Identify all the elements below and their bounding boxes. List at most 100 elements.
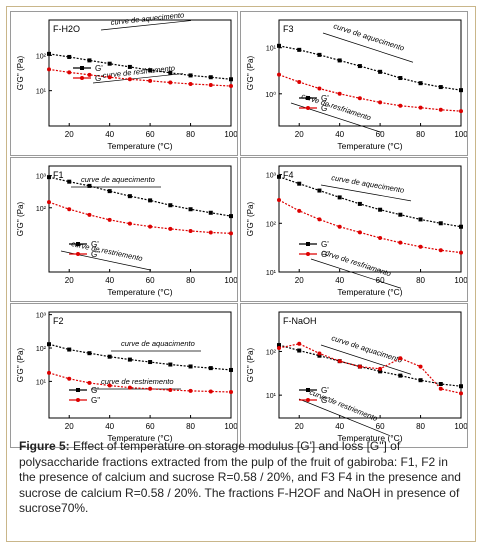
x-tick-label: 80	[416, 422, 425, 431]
data-point	[229, 84, 233, 89]
data-point	[337, 224, 342, 229]
data-point	[277, 72, 281, 77]
data-point	[418, 378, 423, 383]
data-point	[438, 248, 443, 253]
x-axis-label: Temperature (°C)	[107, 141, 172, 151]
y-axis-label: G'G'' (Pa)	[16, 201, 25, 236]
data-point	[317, 353, 322, 358]
y-tick-label: 10¹	[266, 270, 277, 277]
data-point	[229, 214, 233, 219]
data-point	[47, 67, 51, 72]
data-point	[107, 217, 112, 222]
data-point	[127, 64, 132, 69]
x-tick-label: 80	[186, 422, 195, 431]
data-point	[47, 200, 51, 205]
data-point	[127, 194, 132, 199]
annotation-label: curve de aquecimento	[110, 12, 184, 27]
data-point	[438, 386, 443, 391]
legend-marker	[76, 242, 80, 246]
x-tick-label: 80	[416, 130, 425, 139]
plot-frame	[48, 165, 232, 273]
data-point	[87, 351, 92, 356]
x-axis-label: Temperature (°C)	[337, 433, 402, 443]
legend-marker	[306, 106, 310, 110]
x-tick-label: 20	[65, 276, 74, 285]
data-point	[337, 58, 342, 63]
data-point	[229, 77, 233, 82]
data-point	[107, 189, 112, 194]
x-tick-label: 40	[335, 276, 344, 285]
x-tick-label: 40	[335, 422, 344, 431]
x-tick-label: 20	[295, 422, 304, 431]
data-point	[67, 54, 72, 59]
data-point	[438, 381, 443, 386]
data-point	[188, 388, 193, 393]
data-point	[337, 91, 342, 96]
data-point	[398, 76, 403, 81]
y-axis-label: G'G'' (Pa)	[16, 347, 25, 382]
x-tick-label: 80	[186, 130, 195, 139]
y-tick-label: 10³	[266, 173, 277, 180]
data-point	[229, 390, 233, 395]
data-point	[67, 70, 72, 75]
data-point	[47, 51, 51, 56]
data-point	[357, 201, 362, 206]
legend-marker	[80, 66, 84, 70]
series-line	[48, 201, 232, 234]
legend-marker	[306, 252, 310, 256]
data-point	[317, 351, 322, 356]
data-point	[208, 82, 213, 87]
chart-panel-f3: 20 40 60 80 100 10¹ 10⁰ Temperature (°C) G'G'' (…	[240, 11, 468, 156]
data-point	[127, 221, 132, 226]
x-axis-label: Temperature (°C)	[337, 141, 402, 151]
data-point	[418, 217, 423, 222]
data-point	[459, 391, 463, 396]
legend-marker	[306, 398, 310, 402]
x-tick-label: 80	[186, 276, 195, 285]
legend-marker	[306, 242, 310, 246]
panel-label: F2	[53, 316, 64, 326]
legend-label: G'	[321, 94, 329, 103]
series-line	[278, 176, 462, 228]
figure-frame: 20 40 60 80 100 10¹ 10² Temperature (°C) G'G'' (…	[6, 6, 476, 542]
data-point	[229, 231, 233, 236]
data-point	[378, 100, 383, 105]
x-tick-label: 80	[416, 276, 425, 285]
annotation-arrow	[92, 73, 184, 84]
data-point	[107, 354, 112, 359]
x-axis-label: Temperature (°C)	[337, 287, 402, 297]
chart-svg: 20 40 60 80 100 10³ 10² Temperature (°C) G'G'' (…	[16, 165, 237, 297]
data-point	[168, 388, 173, 393]
x-tick-label: 40	[105, 130, 114, 139]
data-point	[168, 362, 173, 367]
caption-label: Figure 5:	[19, 439, 70, 453]
data-point	[398, 240, 403, 245]
annotation-arrow	[100, 20, 192, 31]
data-point	[317, 188, 322, 193]
data-point	[188, 228, 193, 233]
chart-svg: 20 40 60 80 100 10¹ 10² Temperature (°C) G'G'' (…	[16, 12, 237, 151]
y-tick-label: 10¹	[36, 379, 47, 386]
data-point	[87, 58, 92, 63]
legend-label: G''	[91, 250, 101, 259]
chart-svg: 20 40 60 80 100 10² 10¹ Temperature (°C) G'G'' (…	[246, 311, 467, 443]
data-point	[459, 384, 463, 389]
x-tick-label: 60	[146, 130, 155, 139]
annotation-arrow	[322, 32, 414, 63]
annotation-arrow	[320, 344, 412, 375]
data-point	[47, 370, 51, 375]
chart-svg: 20 40 60 80 100 10¹ 10⁰ Temperature (°C) G'G'' (…	[246, 19, 467, 151]
data-point	[107, 383, 112, 388]
data-point	[188, 207, 193, 212]
annotation-label: curve de aquecimento	[81, 175, 155, 184]
data-point	[87, 183, 92, 188]
data-point	[47, 342, 51, 347]
legend-label: G'	[91, 240, 99, 249]
x-tick-label: 60	[376, 130, 385, 139]
series-line	[48, 343, 232, 371]
data-point	[297, 47, 302, 52]
x-tick-label: 60	[376, 422, 385, 431]
data-point	[188, 81, 193, 86]
panel-label: F1	[53, 170, 64, 180]
